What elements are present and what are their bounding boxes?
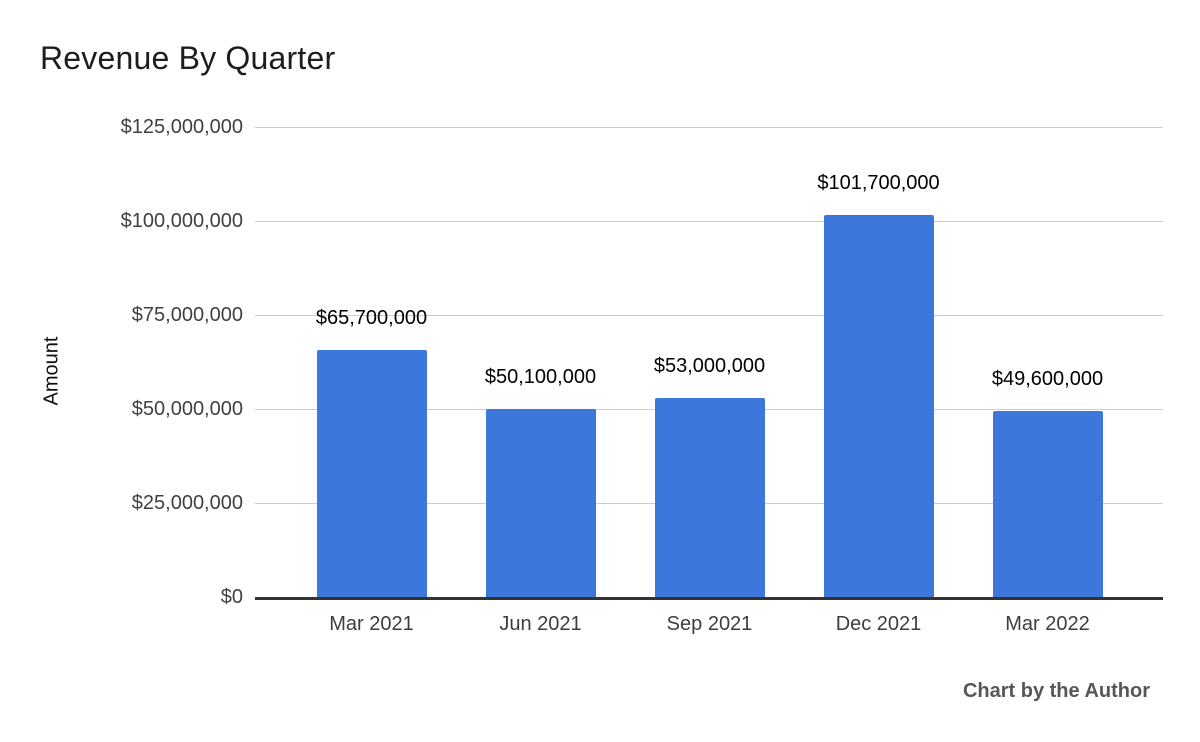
bar-column: $50,100,000: [456, 127, 625, 597]
bar[interactable]: [316, 350, 427, 597]
x-tick-label: Mar 2022: [1005, 613, 1090, 635]
bar-column: $101,700,000: [794, 127, 963, 597]
bar-column: $65,700,000: [287, 127, 456, 597]
bar-value-label: $50,100,000: [484, 366, 597, 388]
x-tick-label: Sep 2021: [666, 613, 753, 635]
y-tick-label: $50,000,000: [131, 398, 243, 420]
bar-column: $49,600,000: [963, 127, 1132, 597]
y-tick-label: $125,000,000: [120, 116, 243, 138]
gridline: [255, 127, 1163, 128]
bar-value-label: $53,000,000: [653, 355, 766, 377]
y-tick-label: $25,000,000: [131, 492, 243, 514]
bar-series: $65,700,000 $50,100,000 $53,000,000 $101,70…: [287, 127, 1132, 597]
x-axis-tick-labels: Mar 2021 Jun 2021 Sep 2021 Dec 2021 Mar 2022: [287, 613, 1132, 636]
plot-area: $65,700,000 $50,100,000 $53,000,000 $101,70…: [255, 127, 1163, 635]
y-tick-label: $100,000,000: [120, 210, 243, 232]
bar-value-label: $49,600,000: [991, 368, 1104, 390]
bar-value-label: $101,700,000: [817, 172, 940, 194]
bar[interactable]: [654, 398, 765, 597]
bar[interactable]: [485, 409, 596, 597]
x-tick-label: Dec 2021: [835, 613, 922, 635]
gridline: [255, 221, 1163, 222]
y-tick-label: $0: [220, 586, 243, 608]
y-axis-tick-labels: $0 $25,000,000 $50,000,000 $75,000,000 $100,…: [0, 116, 243, 608]
chart-credit: Chart by the Author: [962, 680, 1150, 702]
y-tick-label: $75,000,000: [131, 304, 243, 326]
x-tick-label: Mar 2021: [329, 613, 414, 635]
chart-title: Revenue By Quarter: [40, 40, 336, 76]
x-tick-label: Jun 2021: [499, 613, 582, 635]
bar[interactable]: [992, 411, 1103, 597]
gridline: [255, 315, 1163, 316]
bar-value-label: $65,700,000: [315, 307, 428, 329]
bar-column: $53,000,000: [625, 127, 794, 597]
bar[interactable]: [823, 215, 934, 597]
